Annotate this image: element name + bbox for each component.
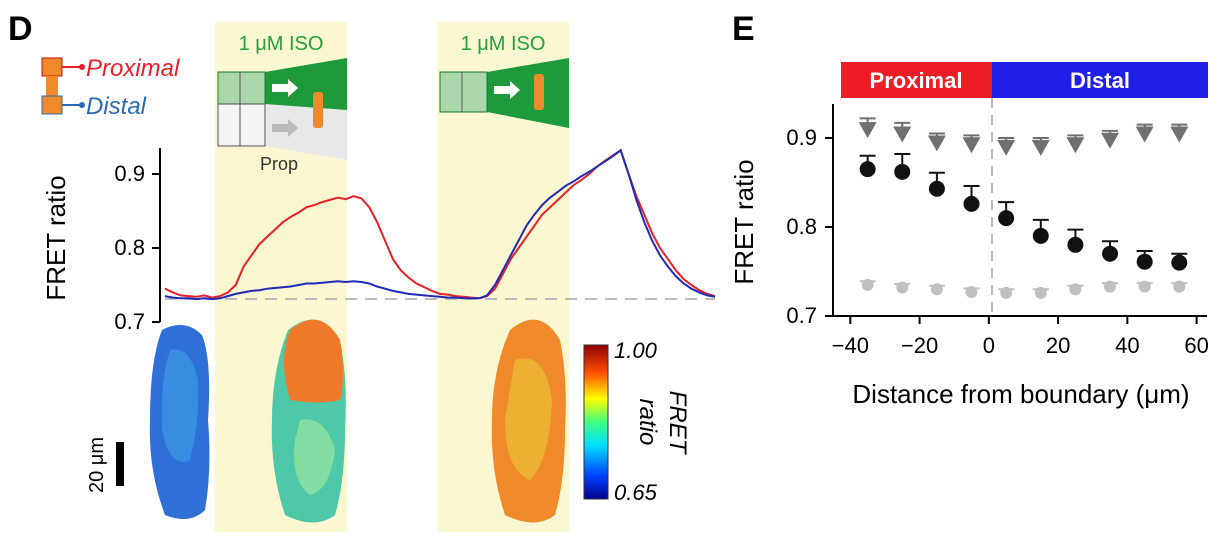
legend: Proximal Distal [41, 55, 180, 120]
d-ylabel: FRET ratio [41, 175, 71, 300]
e-point-triangle [858, 122, 877, 139]
e-ytick-0: 0.9 [786, 125, 817, 150]
colorbar-title-2: ratio [634, 399, 661, 446]
axes-d: 0.9 0.8 0.7 FRET ratio [41, 148, 715, 334]
e-point-triangle [893, 126, 912, 143]
color-bar [583, 344, 609, 500]
panel-d-letter: D [8, 10, 33, 48]
e-point-circle [930, 283, 943, 296]
colorbar-min: 0.65 [614, 480, 658, 505]
bar-distal [992, 62, 1208, 98]
e-point-circle [963, 195, 980, 212]
e-point-triangle [962, 137, 981, 154]
cell-image-1 [149, 325, 210, 519]
iso-label-1: 1 μM ISO [239, 33, 324, 55]
e-point-circle [1173, 280, 1186, 293]
e-point-circle [928, 180, 945, 197]
colorbar-max: 1.00 [614, 338, 658, 363]
e-point-circle [1102, 245, 1119, 262]
schematic-2 [439, 58, 569, 128]
d-trace-distal [164, 148, 716, 301]
e-point-circle [896, 281, 909, 294]
e-point-triangle [1066, 137, 1085, 154]
e-xtick-label: −40 [832, 333, 869, 358]
axes-e: 0.9 0.8 0.7 FRET ratio Distance from bou… [729, 98, 1207, 409]
e-point-triangle [1170, 126, 1189, 143]
e-point-circle [859, 161, 876, 178]
e-point-circle [1104, 280, 1117, 293]
e-point-circle [1000, 286, 1013, 299]
scale-bar [116, 442, 124, 486]
e-point-triangle [1101, 132, 1120, 149]
iso-label-2: 1 μM ISO [461, 33, 546, 55]
panel-e-letter: E [732, 10, 755, 48]
d-ytick-2: 0.7 [114, 309, 145, 334]
e-point-circle [861, 278, 874, 291]
e-point-triangle [997, 139, 1016, 156]
bar-proximal-label: Proximal [870, 68, 963, 93]
e-point-circle [1171, 254, 1188, 271]
cell-image-3 [491, 319, 566, 523]
e-xtick-label: 40 [1115, 333, 1139, 358]
e-xtick-label: 60 [1184, 333, 1208, 358]
legend-distal: Distal [86, 93, 147, 120]
e-point-circle [1032, 227, 1049, 244]
e-xtick-label: 20 [1046, 333, 1070, 358]
e-point-circle [894, 163, 911, 180]
e-point-triangle [927, 135, 946, 152]
e-point-circle [1067, 236, 1084, 253]
prop-label: Prop [260, 154, 298, 174]
scale-bar-label: 20 μm [86, 437, 108, 493]
e-point-circle [1034, 286, 1047, 299]
e-point-triangle [1031, 139, 1050, 156]
legend-proximal: Proximal [86, 55, 180, 82]
d-ytick-0: 0.9 [114, 161, 145, 186]
e-ylabel: FRET ratio [729, 159, 759, 284]
e-point-triangle [1135, 126, 1154, 143]
panel-e-figure: Proximal Distal 0.9 0.8 0.7 FRET ratio D… [729, 62, 1209, 409]
e-xlabel: Distance from boundary (μm) [852, 379, 1189, 409]
e-point-circle [1136, 253, 1153, 270]
e-xtick-label: 0 [983, 333, 995, 358]
e-xticks: −40 −20 0 20 40 60 [832, 316, 1209, 358]
schematic-1: Prop [217, 58, 347, 174]
e-ytick-2: 0.7 [786, 303, 817, 328]
e-point-circle [965, 285, 978, 298]
e-point-circle [1138, 280, 1151, 293]
d-ytick-1: 0.8 [114, 235, 145, 260]
bar-proximal [841, 62, 992, 98]
e-ytick-1: 0.8 [786, 214, 817, 239]
e-point-circle [1069, 283, 1082, 296]
d-traces [164, 148, 716, 301]
bar-distal-label: Distal [1070, 68, 1130, 93]
e-points [858, 117, 1189, 299]
e-point-circle [998, 210, 1015, 227]
colorbar-title-1: FRET [664, 391, 691, 456]
e-xtick-label: −20 [901, 333, 938, 358]
cell-image-2 [271, 319, 346, 523]
panel-d-figure: 1 μM ISO 1 μM ISO Prop Proximal Distal [41, 22, 716, 532]
